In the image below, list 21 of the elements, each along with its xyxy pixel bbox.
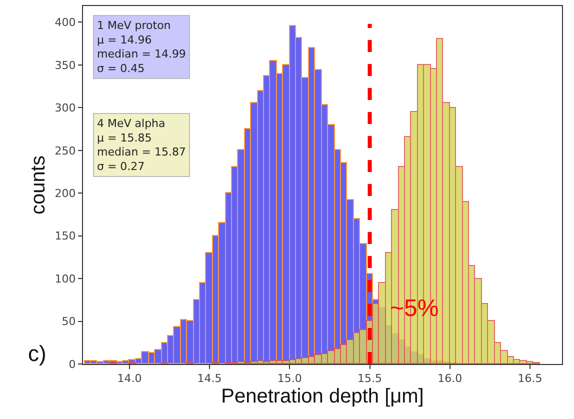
x-tick-label: 16.0	[438, 372, 462, 386]
text: c)	[28, 341, 46, 366]
y-tick-label: 250	[54, 144, 76, 158]
y-axis-title: counts	[27, 156, 50, 214]
y-tick-label: 350	[54, 58, 76, 72]
x-tick-label: 16.5	[518, 372, 542, 386]
annotation: 4 MeV alpha μ = 15.85 median = 15.87 σ = 0.27	[97, 117, 186, 173]
annotation: 1 MeV proton μ = 14.96 median = 14.99 σ = 0.45	[97, 19, 186, 75]
x-tick-label: 15.5	[358, 372, 382, 386]
x-tick-label: 14.0	[117, 372, 142, 386]
x-tick-label: 14.5	[197, 372, 222, 386]
x-tick-label: 15.0	[277, 372, 302, 386]
y-tick-label: 100	[54, 272, 76, 286]
y-tick-label: 0	[68, 358, 76, 371]
annotation: ~5%	[390, 295, 439, 322]
y-tick-label: 50	[62, 315, 76, 328]
y-tick-label: 150	[54, 230, 76, 243]
y-tick-label: 400	[54, 16, 76, 30]
y-tick-label: 200	[54, 186, 76, 200]
x-axis-title: Penetration depth [μm]	[221, 386, 424, 408]
y-tick-label: 300	[54, 102, 76, 115]
